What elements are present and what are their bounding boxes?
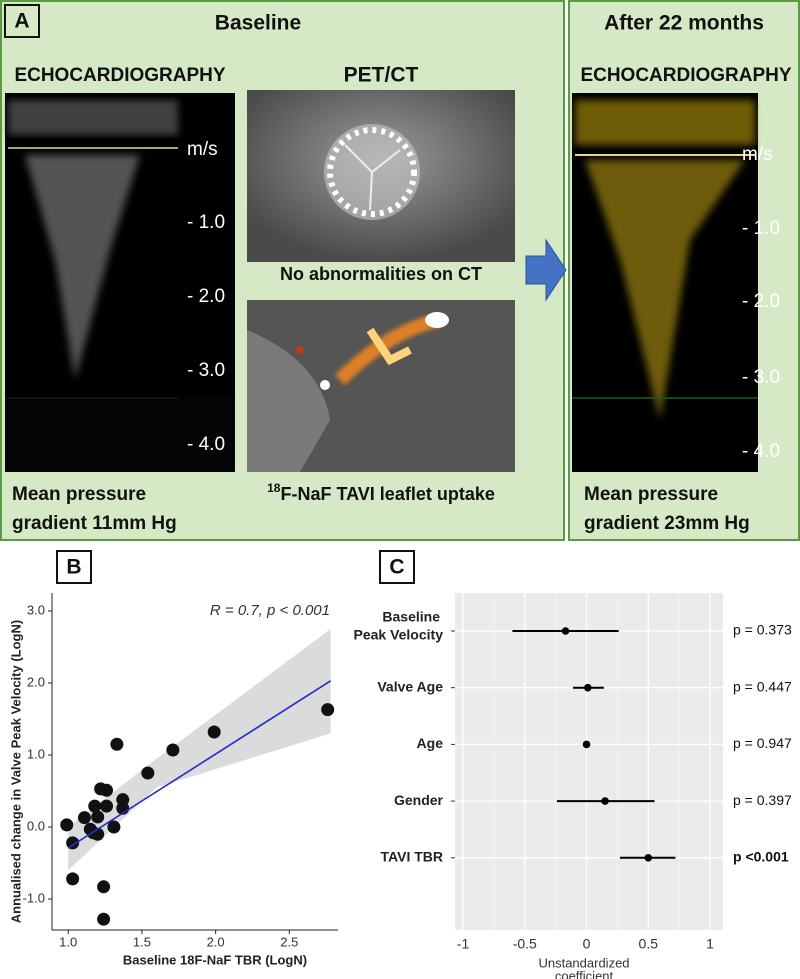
followup-scale-label: - 1.0 (742, 218, 780, 239)
x-tick-label: 0 (583, 936, 591, 952)
baseline-gradient: gradient 11mm Hg (12, 513, 177, 534)
annotation: R = 0.7, p < 0.001 (210, 602, 330, 619)
data-point (321, 703, 335, 717)
p-value-label: p = 0.397 (733, 792, 792, 808)
panel-label-box (4, 4, 40, 38)
ct-caption: No abnormalities on CT (280, 264, 482, 284)
pet-image (247, 300, 515, 472)
followup-gradient: Mean pressure (584, 484, 718, 505)
arrow (525, 238, 567, 302)
echo-scale-label: - 4.0 (187, 434, 225, 455)
estimate-point (561, 627, 570, 635)
uptake-sup: 18 (267, 481, 281, 495)
estimate-point (583, 683, 592, 692)
followup-scale-label: - 4.0 (742, 441, 780, 462)
echo-image (5, 93, 235, 472)
category-label: Baseline (382, 609, 440, 625)
data-point (141, 766, 155, 780)
uptake-text: F-NaF TAVI leaflet uptake (280, 484, 494, 504)
data-point (116, 793, 130, 807)
category-label: Peak Velocity (353, 627, 443, 643)
baseline-gradient: Mean pressure (12, 484, 146, 505)
category-label: Age (417, 735, 444, 751)
data-point (100, 783, 114, 797)
data-point (110, 737, 124, 751)
followup-title: After 22 months (604, 12, 764, 35)
data-point (77, 811, 91, 825)
followup-scale-label: - 2.0 (742, 291, 780, 312)
p-value-label: p = 0.947 (733, 735, 792, 751)
plot-background (455, 593, 723, 930)
x-tick-label: -0.5 (513, 936, 537, 952)
data-point (97, 912, 111, 926)
data-point (66, 836, 80, 850)
y-tick-label: -1.0 (23, 890, 45, 905)
echo-scale-label: m/s (187, 139, 218, 160)
category-label: TAVI TBR (381, 849, 443, 865)
x-tick-label: -1 (457, 936, 470, 952)
panel-label: C (389, 556, 404, 579)
x-tick-label: 2.5 (280, 934, 298, 949)
data-point (207, 725, 221, 739)
x-tick-label: 1.0 (59, 934, 77, 949)
data-point (88, 799, 102, 813)
data-point (166, 743, 180, 757)
followup-echo-image (572, 93, 758, 472)
p-value-label: p = 0.373 (733, 622, 792, 638)
echo-scale-label: - 3.0 (187, 360, 225, 381)
y-tick-label: 2.0 (27, 674, 45, 689)
data-point (97, 880, 111, 894)
panel-label-box (56, 550, 92, 584)
echo-scale-label: - 1.0 (187, 212, 225, 233)
followup-echo-title: ECHOCARDIOGRAPHY (580, 65, 791, 86)
data-point (100, 799, 114, 813)
p-value-label: p <0.001 (733, 849, 789, 865)
estimate-point (601, 797, 609, 805)
data-point (107, 820, 121, 834)
panel-label-box (379, 550, 415, 584)
echo-scale-label: - 2.0 (187, 286, 225, 307)
confidence-band (68, 629, 331, 871)
petct-title: PET/CT (344, 64, 419, 87)
category-label: Gender (394, 792, 444, 808)
y-tick-label: 0.0 (27, 818, 45, 833)
estimate-point (644, 854, 653, 862)
x-tick-label: 1.5 (133, 934, 151, 949)
followup-scale-label: m/s (742, 144, 773, 165)
y-tick-label: 3.0 (27, 602, 45, 617)
followup-gradient: gradient 23mm Hg (584, 513, 750, 534)
estimate-point (582, 740, 591, 749)
data-point (60, 818, 74, 832)
x-tick-label: 0.5 (639, 936, 659, 952)
y-axis-label: Annualised change in Valve Peak Velocity… (8, 620, 23, 923)
category-label: Valve Age (377, 678, 443, 694)
p-value-label: p = 0.447 (733, 678, 792, 694)
baseline-title: Baseline (215, 12, 301, 35)
panel-label: A (14, 10, 29, 33)
x-axis-label: coefficient (555, 968, 614, 979)
data-point (66, 872, 80, 886)
x-tick-label: 2.0 (207, 934, 225, 949)
echo-title: ECHOCARDIOGRAPHY (14, 65, 225, 86)
trend-line (67, 680, 332, 849)
followup-scale-label: - 3.0 (742, 367, 780, 388)
uptake-caption: 18F-NaF TAVI leaflet uptake (267, 481, 495, 504)
y-tick-label: 1.0 (27, 746, 45, 761)
x-tick-label: 1 (706, 936, 714, 952)
x-axis-label: Baseline 18F-NaF TBR (LogN) (123, 952, 307, 967)
panel-label: B (66, 556, 81, 579)
x-axis-label: Unstandardized (538, 955, 629, 970)
ct-image (247, 90, 515, 262)
data-point (91, 810, 105, 824)
